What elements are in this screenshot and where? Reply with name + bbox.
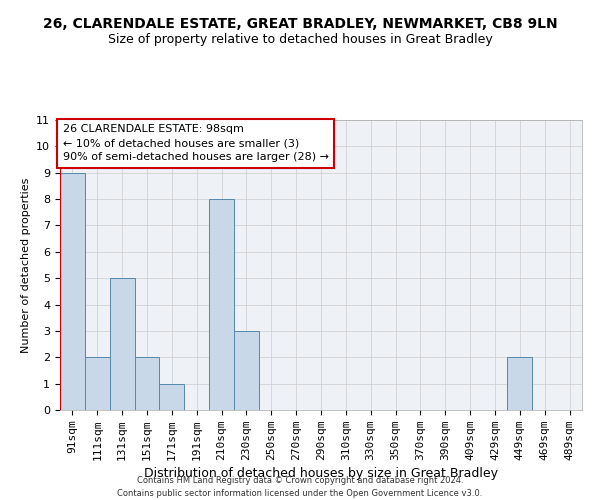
- X-axis label: Distribution of detached houses by size in Great Bradley: Distribution of detached houses by size …: [144, 467, 498, 480]
- Y-axis label: Number of detached properties: Number of detached properties: [21, 178, 31, 352]
- Bar: [209, 199, 234, 410]
- Bar: [508, 358, 532, 410]
- Bar: [160, 384, 184, 410]
- Bar: [234, 331, 259, 410]
- Text: 26 CLARENDALE ESTATE: 98sqm
← 10% of detached houses are smaller (3)
90% of semi: 26 CLARENDALE ESTATE: 98sqm ← 10% of det…: [62, 124, 329, 162]
- Bar: [60, 172, 85, 410]
- Text: Contains HM Land Registry data © Crown copyright and database right 2024.
Contai: Contains HM Land Registry data © Crown c…: [118, 476, 482, 498]
- Bar: [134, 358, 160, 410]
- Bar: [85, 358, 110, 410]
- Bar: [110, 278, 134, 410]
- Text: 26, CLARENDALE ESTATE, GREAT BRADLEY, NEWMARKET, CB8 9LN: 26, CLARENDALE ESTATE, GREAT BRADLEY, NE…: [43, 18, 557, 32]
- Text: Size of property relative to detached houses in Great Bradley: Size of property relative to detached ho…: [107, 32, 493, 46]
